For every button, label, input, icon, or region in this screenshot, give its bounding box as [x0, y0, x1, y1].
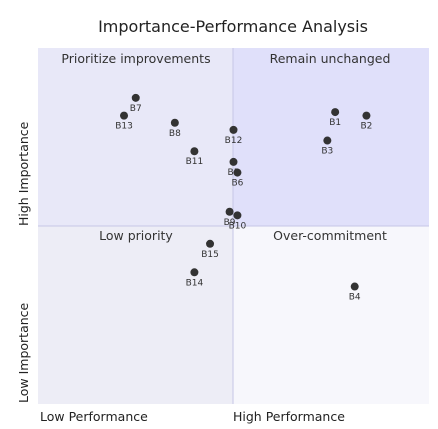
quadrant-dividers: [38, 48, 429, 404]
point-label: B11: [186, 157, 204, 167]
point-b14: B14: [186, 268, 204, 288]
point-b3: B3: [321, 136, 333, 157]
point-b8: B8: [169, 118, 181, 139]
point-marker: [331, 108, 340, 117]
x-axis-low-label: Low Performance: [40, 409, 148, 424]
point-marker: [225, 207, 234, 216]
y-axis-high-label: High Importance: [16, 121, 31, 226]
point-marker: [233, 168, 242, 177]
point-marker: [229, 125, 238, 134]
point-marker: [362, 111, 371, 120]
point-marker: [206, 239, 215, 248]
point-marker: [233, 211, 242, 220]
quadrant-label-bottom-left: Low priority: [99, 228, 173, 243]
point-marker: [229, 157, 238, 166]
point-b15: B15: [201, 239, 219, 260]
point-label: B7: [130, 104, 142, 114]
quadrant-bottom-right: [233, 226, 429, 404]
point-marker: [131, 93, 140, 102]
point-marker: [190, 268, 199, 277]
point-b1: B1: [329, 108, 341, 128]
point-label: B15: [201, 250, 219, 260]
quadrant-layer: [38, 48, 429, 404]
point-b4: B4: [349, 282, 361, 303]
point-b7: B7: [130, 93, 142, 114]
y-axis-low-label: Low Importance: [16, 302, 31, 403]
point-marker: [350, 282, 359, 291]
quadrant-top-right: [233, 48, 429, 226]
point-b6: B6: [231, 168, 244, 189]
quadrant-label-top-right: Remain unchanged: [270, 51, 391, 66]
quadrant-bottom-left: [38, 226, 233, 404]
point-b2: B2: [360, 111, 372, 132]
point-label: B10: [229, 221, 247, 231]
point-marker: [190, 147, 199, 156]
quadrant-top-left: [38, 48, 233, 226]
point-b13: B13: [115, 111, 133, 132]
point-marker: [170, 118, 179, 127]
point-label: B13: [115, 122, 133, 132]
point-label: B12: [225, 136, 243, 146]
point-label: B1: [329, 118, 341, 128]
point-marker: [120, 111, 129, 120]
quadrant-label-top-left: Prioritize improvements: [61, 51, 210, 66]
quadrant-labels: Prioritize improvements Remain unchanged L…: [61, 51, 390, 243]
point-label: B2: [360, 122, 372, 132]
point-label: B6: [231, 179, 243, 189]
quadrant-label-bottom-right: Over-commitment: [273, 228, 387, 243]
data-points: B1B2B3B4B5B6B7B8B9B10B11B12B13B14B15: [115, 93, 372, 303]
point-label: B4: [349, 293, 361, 303]
point-b12: B12: [225, 125, 243, 146]
point-b10: B10: [229, 211, 247, 231]
point-label: B3: [321, 147, 333, 157]
point-label: B14: [186, 278, 204, 288]
chart-title: Importance-Performance Analysis: [98, 17, 368, 36]
point-b11: B11: [186, 147, 204, 167]
point-marker: [323, 136, 332, 145]
x-axis-high-label: High Performance: [233, 409, 345, 424]
point-label: B8: [169, 129, 181, 139]
point-label: B9: [224, 218, 236, 228]
point-b9: B9: [224, 207, 236, 228]
